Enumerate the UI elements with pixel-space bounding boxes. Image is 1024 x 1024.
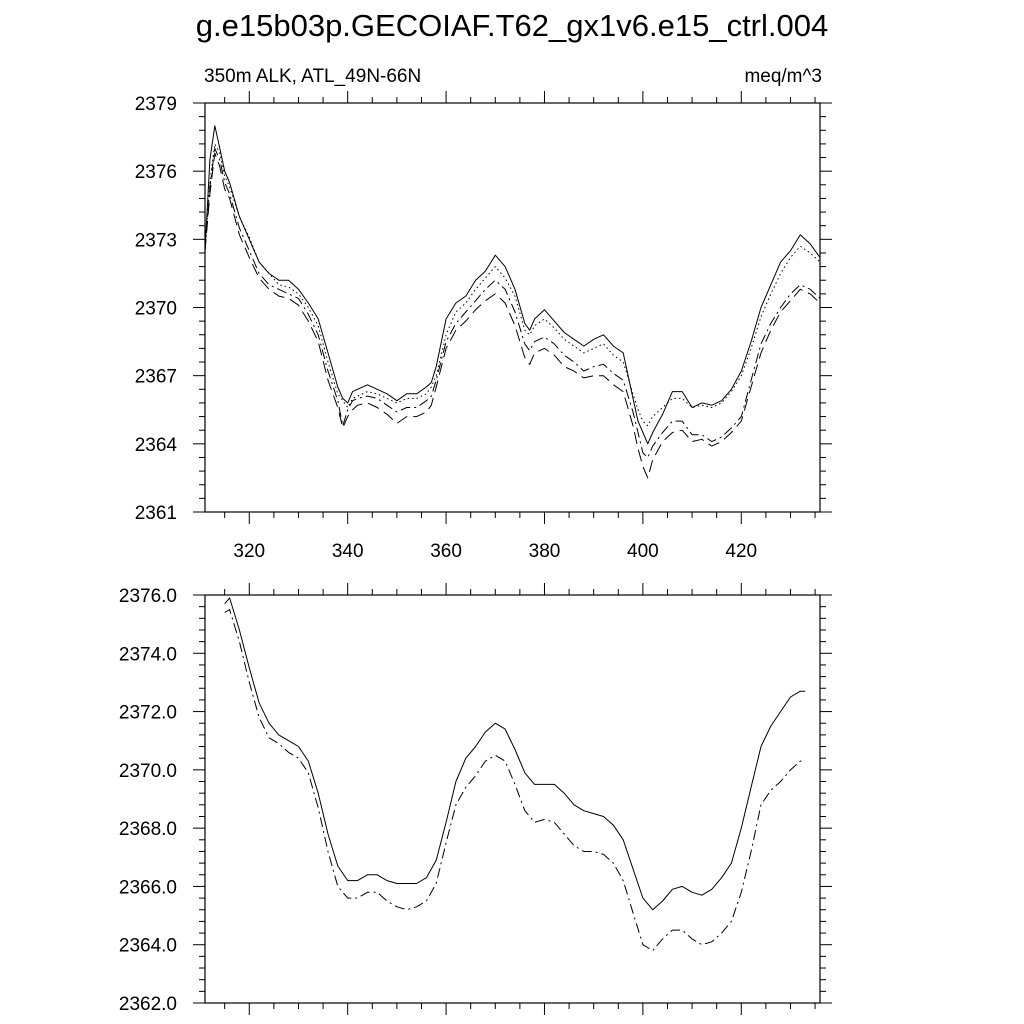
x-tick-label: 360 [430,541,462,562]
variable-region-label: 350m ALK, ATL_49N-66N [204,66,422,87]
series-line-solid [204,125,821,445]
x-tick-label: 380 [529,541,561,562]
y-tick-label: 2373 [135,230,177,251]
series-line-dashed [224,609,806,951]
y-tick-label: 2367 [135,367,177,388]
bottom-panel: 2362.0 2364.0 2366.0 2368.0 2370.0 2372.0 2374… [119,583,832,1015]
top-panel: 320 340 360 380 400 420 2361 2364 2367 2370 2373 23… [135,91,832,562]
y-tick-label: 2364 [135,435,178,456]
series-line-dotted [204,143,821,427]
series-line-longdash [204,152,821,479]
y-tick-label: 2362.0 [119,994,177,1015]
y-tick-label: 2376 [135,162,177,183]
y-tick-label: 2370.0 [119,761,177,782]
y-tick-label: 2379 [135,94,177,115]
y-tick-label: 2374.0 [119,644,177,665]
y-tick-label: 2370 [135,299,177,320]
y-tick-label: 2368.0 [119,819,177,840]
chart-title: g.e15b03p.GECOIAF.T62_gx1v6.e15_ctrl.004 [195,8,829,43]
x-tick-label: 400 [627,541,659,562]
y-tick-label: 2364.0 [119,936,177,957]
x-tick-label: 340 [332,541,364,562]
y-tick-label: 2376.0 [119,586,177,607]
y-tick-label: 2361 [135,503,177,524]
y-tick-label: 2366.0 [119,877,177,898]
plot-frame [204,594,821,1004]
series-line-dashed [204,147,821,458]
units-label: meq/m^3 [744,66,822,87]
series-line-solid [224,597,806,911]
y-tick-label: 2372.0 [119,703,177,724]
x-tick-label: 420 [725,541,757,562]
x-tick-label: 320 [233,541,265,562]
